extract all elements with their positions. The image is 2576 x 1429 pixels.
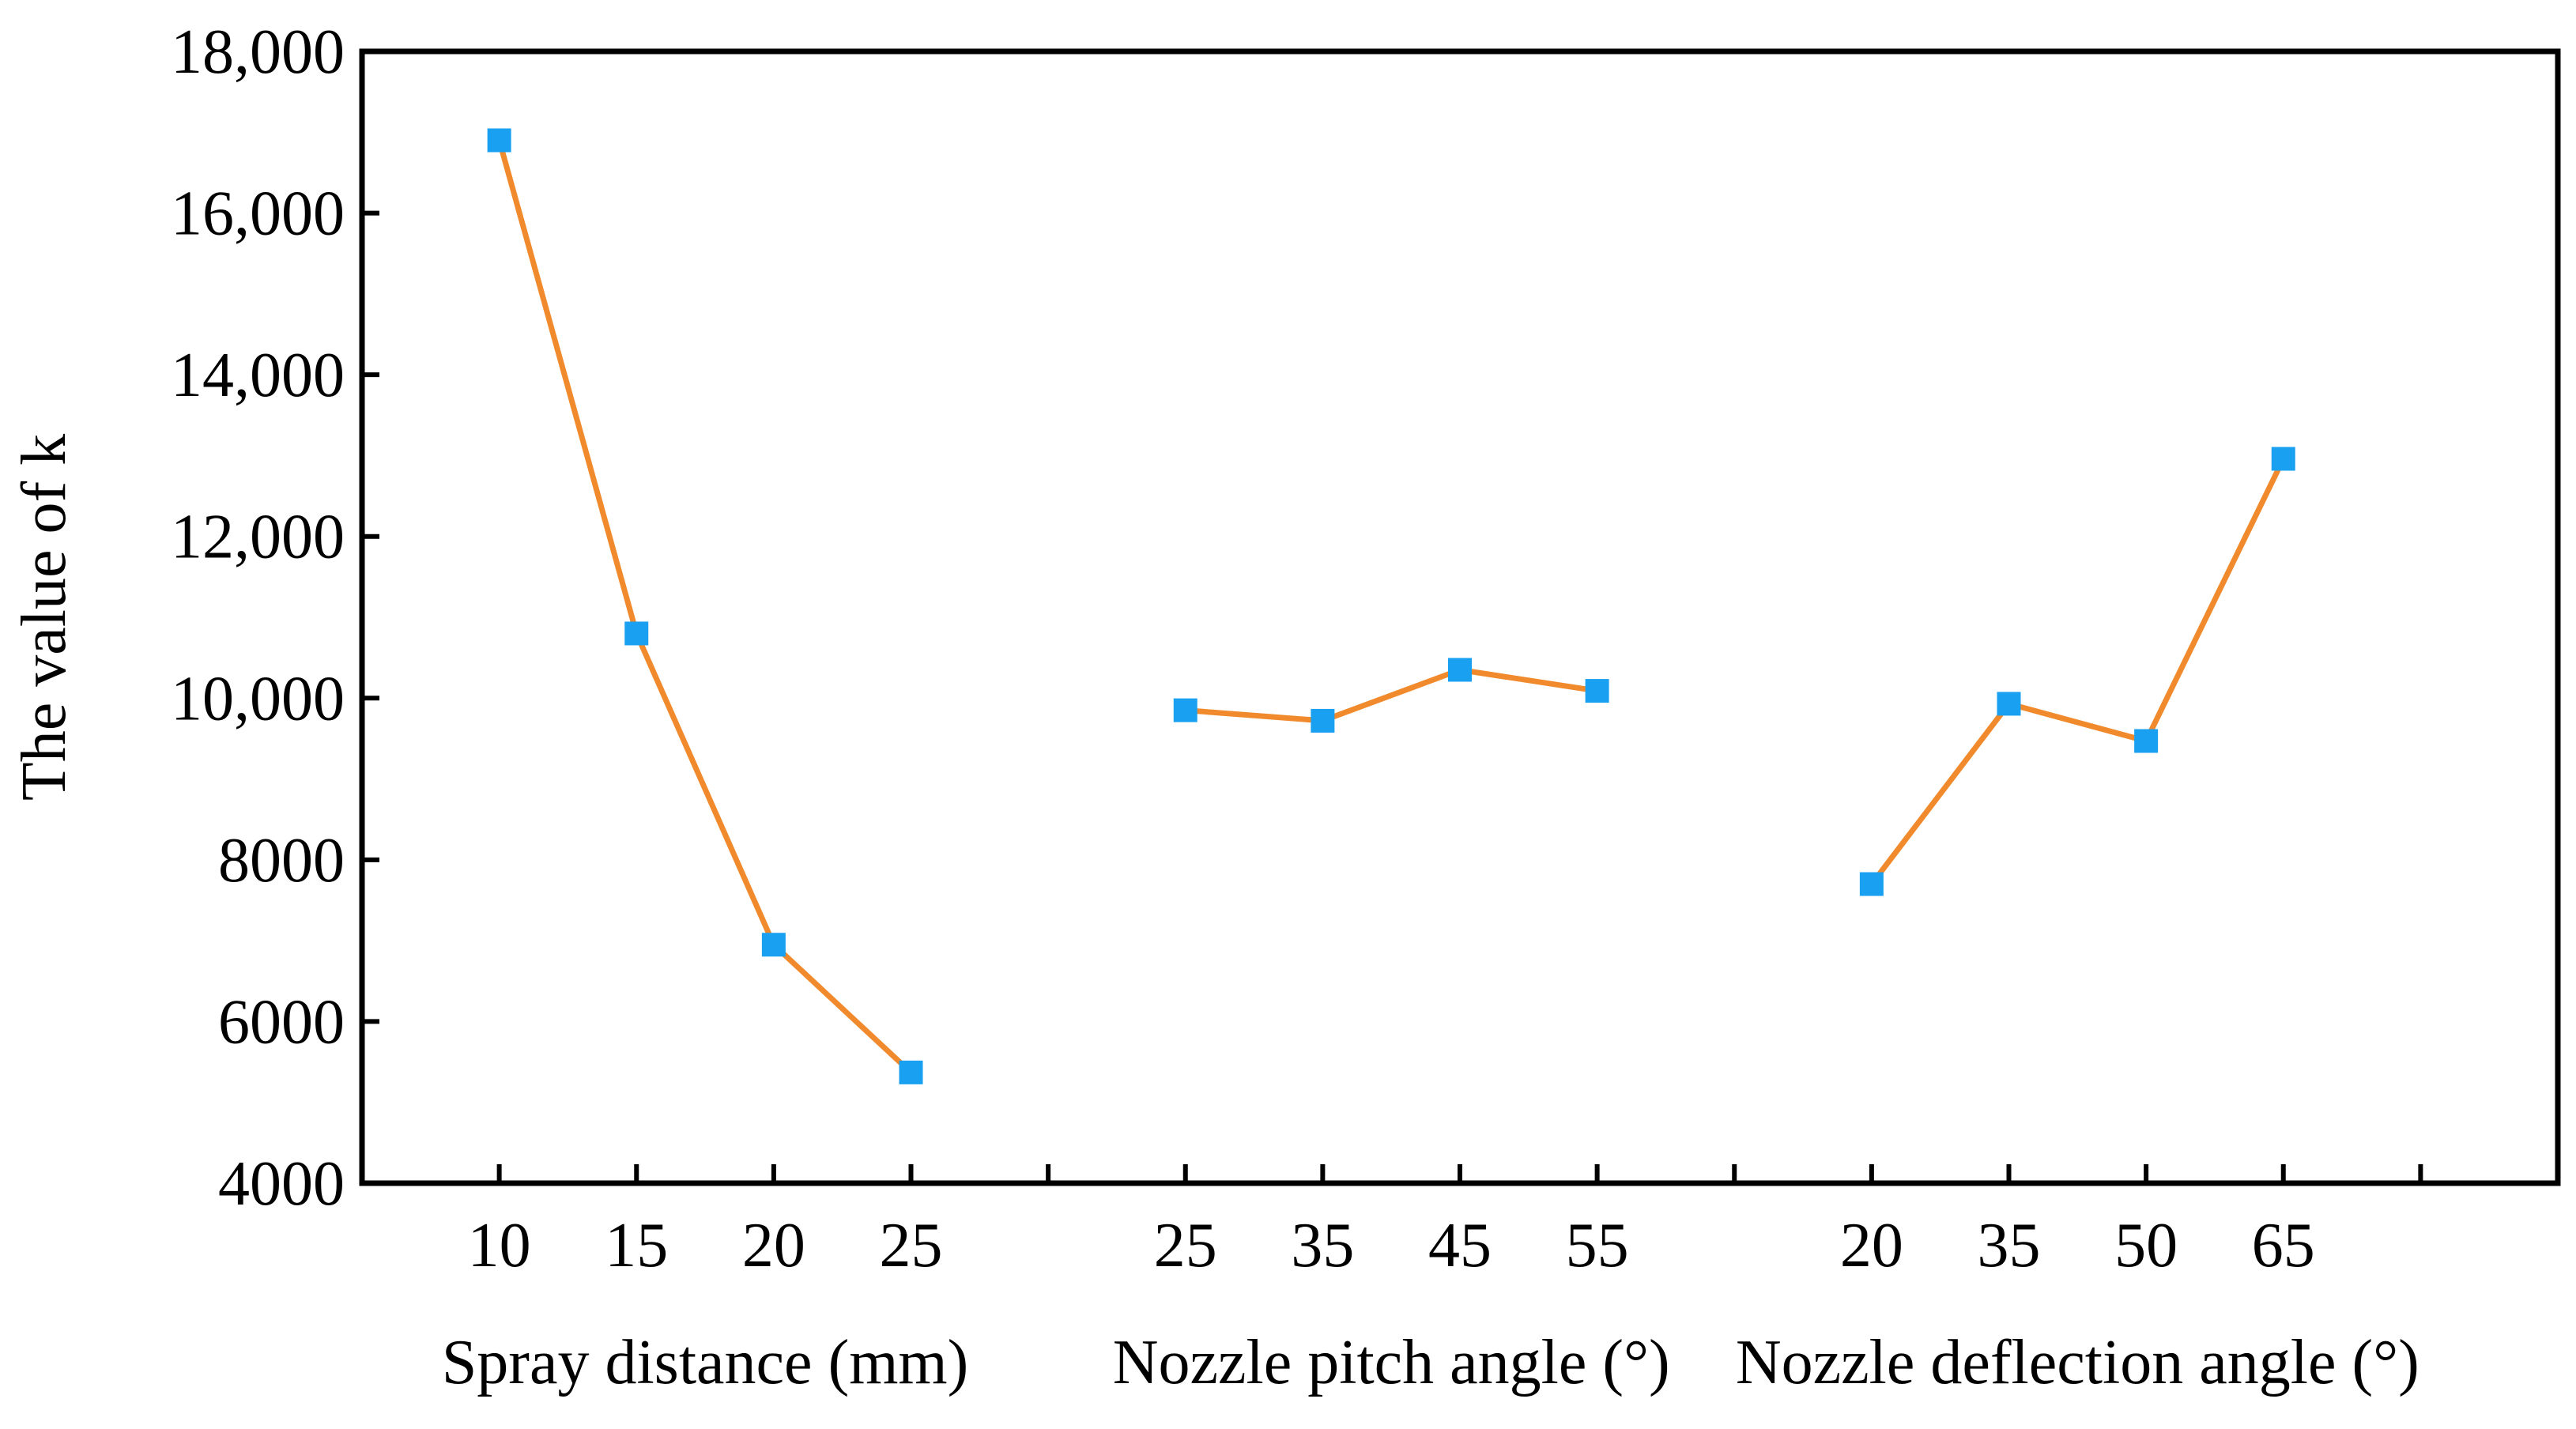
x-tick-labels: 10 15 20 25 25 35 45 55 20 35 50 65 (468, 1211, 2315, 1280)
group-axis-labels: Spray distance (mm) Nozzle pitch angle (°… (442, 1328, 2419, 1397)
group-axis-label: Nozzle deflection angle (°) (1736, 1328, 2419, 1397)
y-tick-label: 14,000 (171, 341, 345, 410)
y-tick-label: 16,000 (171, 179, 345, 249)
series-line-1 (496, 139, 913, 1075)
group-axis-label: Spray distance (mm) (442, 1328, 968, 1397)
data-point (761, 933, 786, 957)
series-line-2 (1185, 667, 1598, 724)
x-tick-label: 15 (605, 1211, 668, 1280)
data-point (1585, 679, 1609, 703)
x-tick-label: 20 (1840, 1211, 1903, 1280)
x-tick-label: 55 (1566, 1211, 1629, 1280)
x-tick-label: 25 (880, 1211, 943, 1280)
data-point (1997, 692, 2021, 716)
y-tick-labels: 4000 6000 8000 10,000 12,000 14,000 16,000 18,0… (171, 17, 345, 1219)
y-tick-label: 10,000 (171, 664, 345, 733)
x-tick-label: 65 (2252, 1211, 2315, 1280)
data-point (1448, 658, 1472, 682)
series-line-3 (1869, 457, 2286, 886)
x-tick-label: 20 (742, 1211, 805, 1280)
y-axis-label: The value of k (9, 434, 79, 801)
x-tick-label: 45 (1428, 1211, 1492, 1280)
group-axis-label: Nozzle pitch angle (°) (1113, 1328, 1670, 1397)
x-tick-label: 10 (468, 1211, 531, 1280)
y-tick-label: 18,000 (171, 17, 345, 87)
axis-ticks (362, 49, 2423, 1186)
series-markers (487, 128, 2295, 1084)
x-tick-label: 25 (1154, 1211, 1217, 1280)
y-tick-label: 4000 (218, 1149, 345, 1219)
data-point (2134, 729, 2159, 753)
data-point (624, 621, 649, 646)
data-point (1173, 698, 1197, 722)
data-point (1859, 872, 1884, 896)
data-point (2271, 447, 2295, 471)
x-tick-label: 35 (1978, 1211, 2041, 1280)
plot-frame (359, 48, 2561, 1186)
data-point (487, 128, 511, 153)
y-tick-label: 6000 (218, 987, 345, 1057)
data-point (1311, 708, 1335, 733)
x-tick-label: 50 (2114, 1211, 2178, 1280)
series-lines (496, 139, 2286, 1075)
data-point (899, 1060, 923, 1084)
y-tick-label: 8000 (218, 826, 345, 895)
x-tick-label: 35 (1291, 1211, 1354, 1280)
y-tick-label: 12,000 (171, 503, 345, 572)
